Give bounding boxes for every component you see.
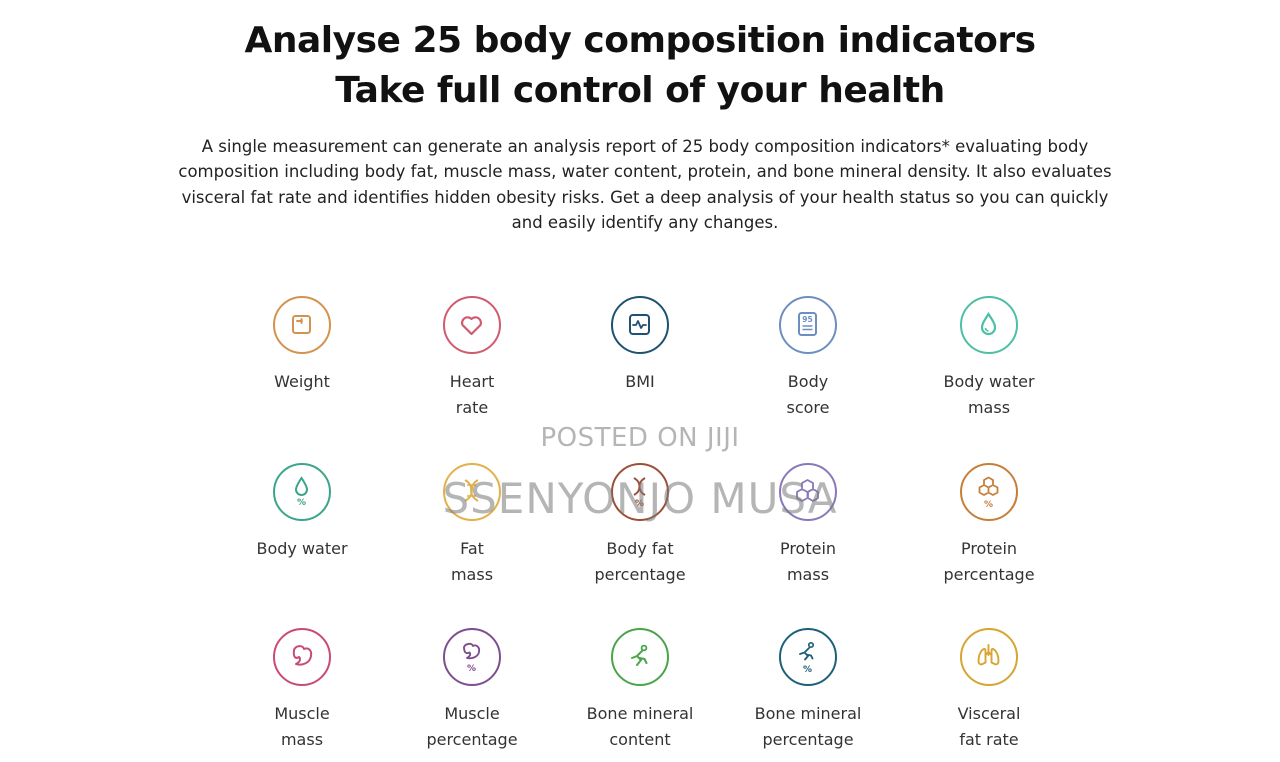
indicator-label: Protein mass — [718, 536, 898, 587]
indicator-label-line1: Weight — [274, 372, 330, 391]
indicator-label-line2: content — [609, 729, 671, 749]
bone-percent-icon: % — [779, 628, 837, 686]
indicator-label: Muscle mass — [212, 701, 392, 752]
indicator-label: Fat mass — [382, 536, 562, 587]
protein-molecule-icon — [779, 463, 837, 521]
indicator-label-line2: mass — [280, 729, 324, 749]
indicator-label-line1: Body water — [256, 539, 348, 558]
bmi-pulse-icon — [611, 296, 669, 354]
indicator-label-line2: rate — [455, 397, 489, 417]
indicator-label-line1: Bone mineral — [586, 704, 694, 723]
fat-strand-icon — [443, 463, 501, 521]
indicator-label: Visceral fat rate — [899, 701, 1079, 752]
page-subtitle: Take full control of your health — [335, 70, 945, 111]
indicator-label-line1: Bone mineral — [754, 704, 862, 723]
indicator-label-line1: Muscle — [274, 704, 330, 723]
indicator-label-line2: mass — [967, 397, 1011, 417]
svg-text:%: % — [297, 498, 306, 508]
indicator-label-line2: percentage — [426, 729, 518, 749]
indicator-label-line1: Body water — [943, 372, 1035, 391]
indicator-label: Body water mass — [899, 369, 1079, 420]
watermark-posted: POSTED ON JIJI — [540, 423, 740, 453]
indicator-label: Body water — [212, 536, 392, 562]
score-report-icon: 95 — [779, 296, 837, 354]
svg-text:95: 95 — [802, 315, 812, 324]
indicator-label-line2: mass — [786, 564, 830, 584]
indicator-label-line2: mass — [450, 564, 494, 584]
indicator-label-line2: percentage — [594, 564, 686, 584]
indicator-label-line2: score — [786, 397, 830, 417]
muscle-percent-icon: % — [443, 628, 501, 686]
indicator-label-line2: fat rate — [959, 729, 1019, 749]
indicator-label: Muscle percentage — [382, 701, 562, 752]
indicator-label: Bone mineral percentage — [718, 701, 898, 752]
lungs-icon — [960, 628, 1018, 686]
water-percent-icon: % — [273, 463, 331, 521]
indicator-label: Body fat percentage — [550, 536, 730, 587]
indicator-label: Bone mineral content — [550, 701, 730, 752]
svg-text:%: % — [984, 500, 993, 510]
water-drop-icon — [960, 296, 1018, 354]
indicator-label-line1: Fat — [460, 539, 484, 558]
heart-icon — [443, 296, 501, 354]
indicator-label: Protein percentage — [899, 536, 1079, 587]
indicator-label-line1: Body — [787, 372, 829, 391]
indicator-label: Body score — [718, 369, 898, 420]
indicator-label-line1: Protein — [779, 539, 837, 558]
indicator-label-line1: Body fat — [606, 539, 674, 558]
bone-mineral-icon — [611, 628, 669, 686]
muscle-arm-icon — [273, 628, 331, 686]
indicator-label: Heart rate — [382, 369, 562, 420]
indicator-label-line1: Muscle — [444, 704, 500, 723]
indicator-label-line1: Protein — [960, 539, 1018, 558]
intro-paragraph: A single measurement can generate an ana… — [178, 137, 1112, 232]
indicator-label-line2: percentage — [943, 564, 1035, 584]
protein-percent-icon: % — [960, 463, 1018, 521]
fat-percent-icon: % — [611, 463, 669, 521]
indicator-label-line1: BMI — [625, 372, 655, 391]
indicator-label: BMI — [550, 369, 730, 395]
weight-scale-icon — [273, 296, 331, 354]
svg-text:%: % — [803, 665, 812, 675]
page-title: Analyse 25 body composition indicators — [244, 20, 1037, 61]
indicator-label-line2: percentage — [762, 729, 854, 749]
indicator-label-line1: Heart — [449, 372, 495, 391]
svg-text:%: % — [635, 499, 644, 509]
indicator-label-line1: Visceral — [957, 704, 1021, 723]
indicator-label: Weight — [212, 369, 392, 395]
svg-text:%: % — [467, 664, 476, 674]
